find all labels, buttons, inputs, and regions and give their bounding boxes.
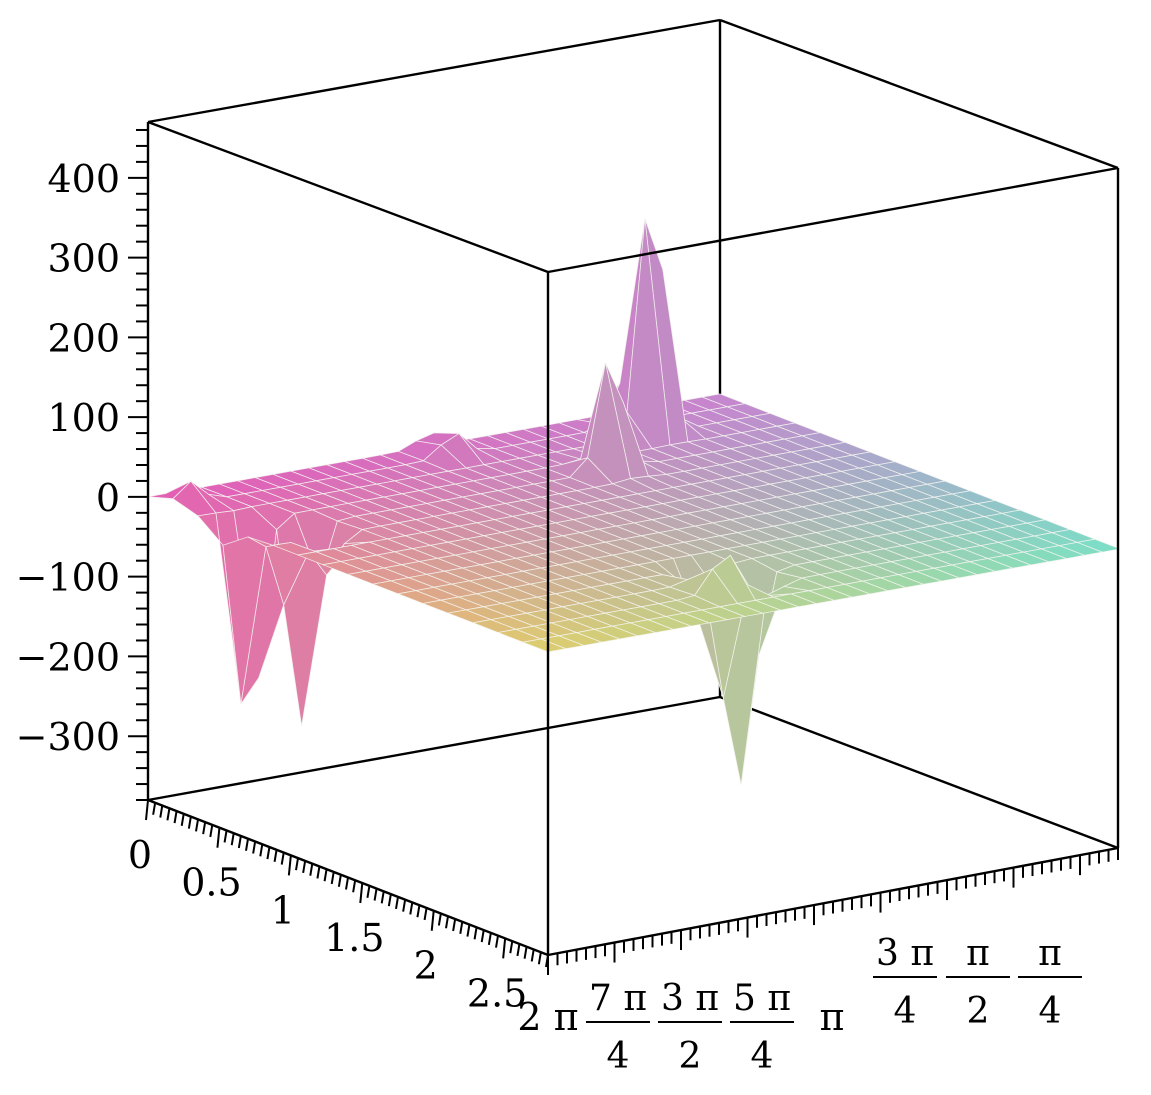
y-tick-numerator: π — [966, 933, 990, 974]
z-axis: 400 300 200 100 0 −100 −200 −300 — [16, 128, 148, 801]
x-tick — [366, 885, 371, 898]
x-tick — [409, 902, 414, 915]
x-tick — [480, 929, 485, 943]
x-tick — [309, 863, 314, 876]
z-tick-label: 0 — [96, 476, 120, 520]
plot-box-back — [147, 18, 1119, 850]
x-tick — [345, 877, 349, 890]
y-axis: 2 π 7 π 4 3 π 2 5 π 4 π 3 π 4 π 2 π 4 — [517, 848, 1119, 1077]
y-tick-denominator: 4 — [894, 991, 917, 1032]
z-tick-label: 100 — [47, 396, 120, 440]
x-tick — [502, 938, 507, 959]
x-tick — [209, 824, 214, 838]
x-axis: 0 0.5 1 1.5 2 2.5 — [128, 799, 549, 1015]
x-tick — [173, 810, 178, 824]
x-tick-label: 2.5 — [467, 971, 527, 1015]
x-tick — [523, 946, 528, 959]
x-tick-label: 2 — [414, 944, 438, 988]
x-tick — [380, 891, 385, 904]
y-tick-label: 2 π — [517, 995, 578, 1039]
x-tick — [316, 866, 321, 879]
y-tick-denominator: 4 — [751, 1036, 774, 1077]
box-edge — [547, 166, 1119, 274]
x-tick — [287, 855, 292, 876]
surface-mesh — [147, 218, 1122, 785]
y-tick-numerator: 5 π — [733, 978, 791, 1019]
x-tick — [473, 927, 478, 940]
box-edge — [147, 695, 721, 802]
x-tick — [145, 799, 149, 821]
x-tick — [187, 816, 192, 829]
y-tick-denominator: 2 — [679, 1036, 702, 1077]
x-tick — [373, 888, 378, 901]
box-edge — [719, 695, 1119, 850]
x-tick — [437, 913, 442, 926]
box-edge — [147, 18, 721, 124]
x-tick — [295, 857, 299, 871]
x-tick — [245, 838, 249, 851]
surface-cell — [521, 638, 568, 653]
x-tick-label: 1 — [271, 888, 295, 932]
x-tick — [237, 835, 242, 849]
x-tick — [152, 802, 157, 815]
z-tick-label: 300 — [47, 237, 120, 281]
z-tick-label: −300 — [16, 715, 120, 759]
y-tick-denominator: 4 — [607, 1036, 630, 1077]
x-tick — [423, 907, 428, 921]
y-tick-numerator: 7 π — [589, 978, 647, 1019]
x-tick-label: 1.5 — [324, 916, 384, 960]
x-tick — [330, 871, 335, 885]
x-tick — [223, 830, 228, 843]
y-tick-numerator: 3 π — [876, 933, 934, 974]
x-tick — [352, 880, 357, 893]
x-tick — [195, 819, 199, 832]
z-tick-label: 400 — [47, 157, 120, 201]
x-tick — [337, 874, 342, 887]
x-tick — [395, 896, 399, 910]
x-tick — [452, 918, 457, 932]
x-tick — [216, 827, 221, 848]
x-tick — [252, 841, 257, 854]
y-tick-numerator: 3 π — [661, 978, 719, 1019]
x-tick-label: 0.5 — [181, 861, 241, 905]
x-tick — [430, 910, 435, 931]
x-tick — [402, 899, 407, 912]
box-edge — [719, 18, 1119, 170]
z-tick-label: 200 — [47, 316, 120, 360]
x-tick — [487, 932, 492, 946]
x-tick — [180, 813, 185, 827]
x-tick — [416, 905, 421, 918]
x-tick — [159, 805, 164, 818]
y-tick-numerator: π — [1038, 933, 1062, 974]
x-tick — [266, 846, 271, 860]
y-tick-label: π — [820, 995, 845, 1039]
x-tick — [537, 952, 542, 965]
x-tick — [359, 882, 364, 904]
x-tick — [459, 921, 464, 934]
x-tick — [302, 860, 307, 874]
z-tick-label: −100 — [16, 556, 120, 600]
x-tick — [259, 844, 264, 857]
z-tick-label: −200 — [16, 635, 120, 679]
x-tick — [445, 916, 449, 929]
x-tick — [166, 808, 171, 821]
x-tick — [273, 849, 278, 862]
y-tick-denominator: 4 — [1039, 991, 1062, 1032]
x-tick — [466, 924, 471, 937]
y-tick-denominator: 2 — [967, 991, 990, 1032]
x-tick — [387, 893, 392, 907]
x-tick — [202, 821, 207, 835]
x-tick — [495, 935, 499, 948]
x-tick — [230, 833, 235, 846]
x-tick — [530, 949, 535, 962]
x-tick — [516, 943, 521, 957]
x-tick — [323, 869, 328, 882]
x-tick — [280, 852, 285, 865]
x-tick — [509, 940, 514, 954]
box-edge — [147, 120, 549, 274]
x-tick-label: 0 — [128, 833, 152, 877]
